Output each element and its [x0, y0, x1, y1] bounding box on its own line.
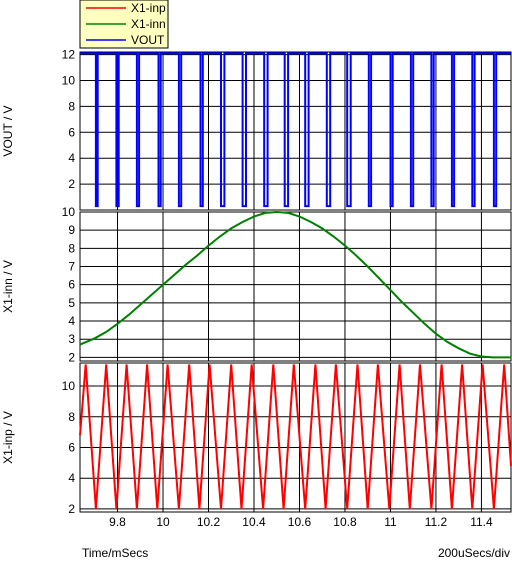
- panel-inp: 2 4 6 8 10 X1-inp / V: [1, 362, 512, 516]
- plot-panels: 2 4 6 8 10 12 VOUT / V 2 3 4 5 6 7 8 9 10 X1-inn / V 2 4 6 8…: [1, 48, 512, 529]
- y-tick-label: 3: [68, 332, 75, 346]
- x-tick-label: 9.8: [109, 515, 126, 529]
- series-line-vout: [80, 52, 511, 208]
- panel-frame: [79, 362, 512, 513]
- series-line-x1-inn: [79, 210, 511, 359]
- x-tick-label: 10: [156, 515, 170, 529]
- y-tick-label: 2: [68, 502, 75, 516]
- y-tick-label: 9: [68, 223, 75, 237]
- legend-entry-x1-inp: X1-inp: [131, 1, 166, 15]
- legend-entry-vout: VOUT: [131, 33, 165, 47]
- panel-vout: 2 4 6 8 10 12 VOUT / V: [1, 48, 512, 211]
- y-tick-label: 12: [62, 48, 76, 62]
- y-tick-label: 10: [62, 73, 76, 87]
- y-tick-label: 4: [68, 471, 75, 485]
- y-tick-label: 4: [68, 314, 75, 328]
- legend-entry-x1-inn: X1-inn: [131, 17, 166, 31]
- y-axis-label: X1-inn / V: [1, 260, 15, 313]
- series-line-x1-inp: [79, 364, 512, 509]
- y-tick-label: 2: [68, 177, 75, 191]
- y-tick-label: 7: [68, 260, 75, 274]
- y-axis-label: VOUT / V: [1, 105, 15, 156]
- x-tick-label: 10.4: [242, 515, 266, 529]
- x-axis-label: Time/mSecs: [82, 546, 149, 560]
- x-tick-label: 10.8: [333, 515, 357, 529]
- x-tick-label: 10.2: [197, 515, 221, 529]
- y-tick-label: 6: [68, 125, 75, 139]
- y-axis-label: X1-inp / V: [1, 411, 15, 464]
- panel-frame: [79, 211, 512, 362]
- y-tick-label: 10: [62, 205, 76, 219]
- panel-inn: 2 3 4 5 6 7 8 9 10 X1-inn / V: [1, 205, 512, 364]
- y-tick-label: 8: [68, 241, 75, 255]
- time-scale-label: 200uSecs/div: [437, 546, 510, 560]
- y-tick-label: 5: [68, 296, 75, 310]
- y-tick-label: 6: [68, 278, 75, 292]
- legend: X1-inp X1-inn VOUT: [79, 0, 169, 49]
- panel-frame: [79, 51, 512, 211]
- x-tick-label: 11: [384, 515, 397, 529]
- y-tick-label: 8: [68, 99, 75, 113]
- y-tick-label: 6: [68, 440, 75, 454]
- y-tick-label: 4: [68, 151, 75, 165]
- y-tick-label: 8: [68, 410, 75, 424]
- x-tick-label: 11.4: [470, 515, 493, 529]
- x-tick-label: 10.6: [288, 515, 312, 529]
- y-tick-label: 2: [68, 350, 75, 364]
- y-tick-label: 10: [62, 379, 76, 393]
- x-tick-label: 11.2: [425, 515, 448, 529]
